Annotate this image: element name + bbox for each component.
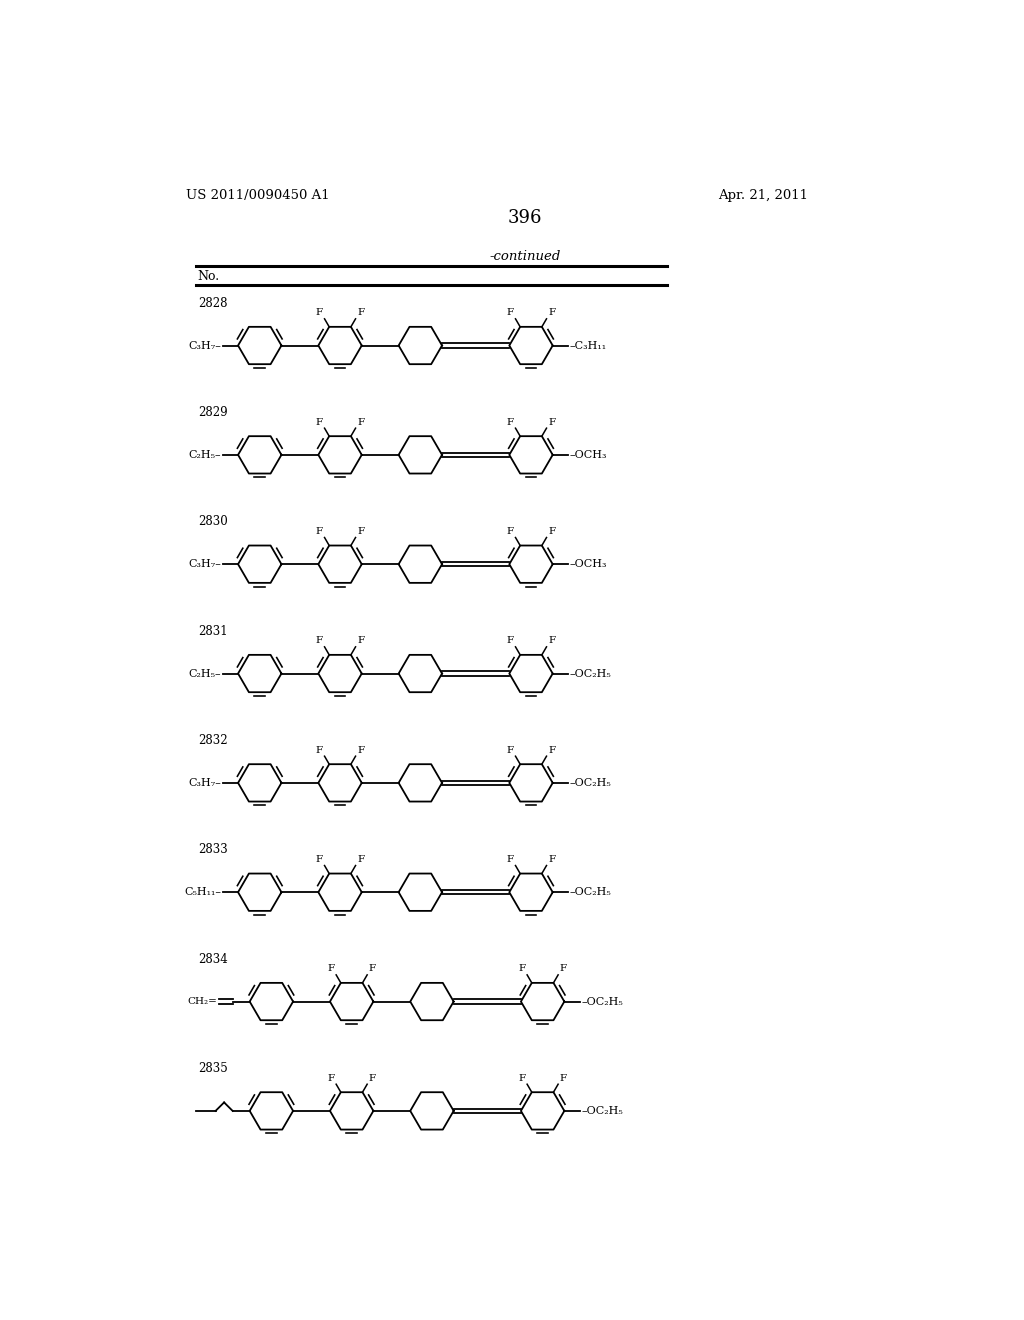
Text: C₃H₇–: C₃H₇– [188, 341, 221, 351]
Text: 396: 396 [508, 210, 542, 227]
Text: -continued: -continued [489, 251, 560, 264]
Text: F: F [315, 636, 323, 645]
Text: F: F [357, 527, 365, 536]
Text: 2833: 2833 [198, 843, 227, 857]
Text: C₃H₇–: C₃H₇– [188, 560, 221, 569]
Text: F: F [548, 309, 555, 317]
Text: F: F [357, 309, 365, 317]
Text: F: F [369, 965, 376, 973]
Text: F: F [507, 636, 514, 645]
Text: F: F [328, 1073, 335, 1082]
Text: F: F [548, 855, 555, 865]
Text: –OCH₃: –OCH₃ [569, 560, 607, 569]
Text: F: F [548, 746, 555, 755]
Text: F: F [507, 855, 514, 865]
Text: F: F [315, 746, 323, 755]
Text: US 2011/0090450 A1: US 2011/0090450 A1 [186, 189, 330, 202]
Text: F: F [548, 417, 555, 426]
Text: F: F [357, 417, 365, 426]
Text: F: F [507, 746, 514, 755]
Text: F: F [328, 965, 335, 973]
Text: F: F [518, 965, 525, 973]
Text: F: F [315, 309, 323, 317]
Text: F: F [548, 527, 555, 536]
Text: –OC₂H₅: –OC₂H₅ [582, 1106, 624, 1115]
Text: F: F [357, 855, 365, 865]
Text: F: F [507, 527, 514, 536]
Text: F: F [518, 1073, 525, 1082]
Text: C₅H₁₁–: C₅H₁₁– [184, 887, 221, 898]
Text: F: F [507, 417, 514, 426]
Text: 2831: 2831 [198, 624, 227, 638]
Text: –C₃H₁₁: –C₃H₁₁ [569, 341, 607, 351]
Text: –OC₂H₅: –OC₂H₅ [569, 887, 611, 898]
Text: F: F [357, 636, 365, 645]
Text: –OC₂H₅: –OC₂H₅ [569, 668, 611, 678]
Text: CH₂=: CH₂= [187, 997, 217, 1006]
Text: C₂H₅–: C₂H₅– [188, 668, 221, 678]
Text: 2829: 2829 [198, 407, 227, 418]
Text: F: F [315, 527, 323, 536]
Text: 2832: 2832 [198, 734, 227, 747]
Text: Apr. 21, 2011: Apr. 21, 2011 [719, 189, 809, 202]
Text: C₃H₇–: C₃H₇– [188, 777, 221, 788]
Text: No.: No. [198, 269, 220, 282]
Text: F: F [548, 636, 555, 645]
Text: F: F [315, 855, 323, 865]
Text: –OC₂H₅: –OC₂H₅ [582, 997, 624, 1007]
Text: F: F [560, 1073, 567, 1082]
Text: F: F [357, 746, 365, 755]
Text: 2828: 2828 [198, 297, 227, 310]
Text: 2834: 2834 [198, 953, 227, 966]
Text: 2835: 2835 [198, 1063, 227, 1074]
Text: F: F [315, 417, 323, 426]
Text: F: F [560, 965, 567, 973]
Text: –OCH₃: –OCH₃ [569, 450, 607, 459]
Text: –OC₂H₅: –OC₂H₅ [569, 777, 611, 788]
Text: F: F [369, 1073, 376, 1082]
Text: F: F [507, 309, 514, 317]
Text: C₂H₅–: C₂H₅– [188, 450, 221, 459]
Text: 2830: 2830 [198, 515, 227, 528]
